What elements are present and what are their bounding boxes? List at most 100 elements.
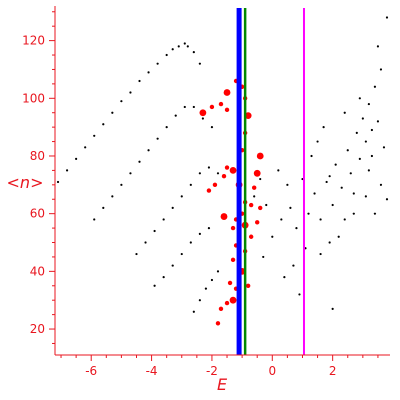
- red-point: [224, 107, 230, 113]
- black-point: [56, 180, 60, 184]
- black-point: [373, 85, 377, 88]
- black-point: [355, 131, 358, 135]
- black-point: [198, 232, 201, 235]
- black-point: [93, 218, 96, 221]
- black-point: [358, 97, 361, 100]
- black-point: [352, 192, 355, 195]
- red-point: [224, 165, 230, 170]
- black-point: [210, 126, 214, 129]
- black-point: [310, 154, 313, 158]
- black-point: [346, 149, 349, 152]
- black-point: [289, 206, 292, 210]
- black-point: [210, 278, 214, 282]
- points-layer: [56, 16, 389, 326]
- x-tick-label: -6: [85, 364, 97, 378]
- black-point: [102, 123, 105, 126]
- black-point: [328, 175, 331, 178]
- black-point: [198, 299, 201, 302]
- black-point: [162, 276, 165, 279]
- black-point: [253, 195, 256, 198]
- red-point: [218, 101, 224, 107]
- red-point: [230, 257, 236, 263]
- black-point: [186, 45, 189, 48]
- black-point: [367, 169, 370, 172]
- black-point: [183, 105, 186, 109]
- black-point: [111, 111, 114, 114]
- x-tick-label: 0: [268, 364, 276, 378]
- black-point: [292, 264, 295, 267]
- black-point: [283, 276, 286, 279]
- black-point: [343, 218, 346, 221]
- black-point: [349, 172, 352, 175]
- black-point: [385, 198, 389, 201]
- black-point: [165, 53, 168, 57]
- black-point: [120, 183, 123, 186]
- black-point: [147, 71, 150, 74]
- black-point: [331, 203, 334, 207]
- black-point: [364, 195, 367, 198]
- black-point: [171, 206, 174, 210]
- black-point: [364, 140, 367, 143]
- y-tick-label: 20: [30, 322, 45, 336]
- black-point: [328, 241, 331, 244]
- black-point: [207, 166, 211, 169]
- red-point: [248, 202, 254, 208]
- red-point: [256, 152, 264, 160]
- black-point: [189, 183, 192, 186]
- red-point: [230, 225, 236, 231]
- black-point: [319, 218, 322, 221]
- red-point: [255, 220, 260, 225]
- black-point: [65, 169, 69, 172]
- black-point: [180, 252, 183, 256]
- y-tick-label: 80: [30, 149, 45, 163]
- red-point: [220, 213, 228, 220]
- black-point: [171, 264, 174, 267]
- black-point: [337, 235, 340, 238]
- black-point: [343, 111, 346, 114]
- black-point: [111, 195, 114, 198]
- x-axis-title: E: [217, 375, 228, 394]
- y-tick-label: 100: [22, 91, 45, 105]
- red-point: [227, 280, 233, 286]
- black-point: [331, 307, 334, 310]
- black-point: [147, 149, 150, 152]
- black-point: [192, 310, 195, 313]
- red-point: [206, 188, 212, 193]
- black-point: [367, 102, 370, 106]
- black-point: [192, 51, 195, 54]
- black-point: [340, 186, 343, 189]
- vertical-lines-layer: [236, 8, 305, 355]
- black-point: [286, 183, 289, 186]
- red-point: [229, 167, 237, 174]
- black-point: [325, 180, 328, 184]
- black-point: [198, 62, 201, 65]
- y-axis-title: <n>: [7, 173, 44, 192]
- black-point: [319, 252, 322, 256]
- black-point: [316, 140, 319, 143]
- red-point: [218, 306, 224, 312]
- black-point: [382, 146, 386, 149]
- black-point: [216, 172, 220, 175]
- black-point: [183, 42, 186, 45]
- black-point: [93, 134, 96, 137]
- black-point: [265, 203, 268, 207]
- black-point: [334, 163, 337, 166]
- black-point: [144, 241, 147, 244]
- red-point: [199, 109, 207, 117]
- black-point: [156, 62, 159, 65]
- black-point: [322, 126, 325, 129]
- black-point: [379, 68, 383, 71]
- red-point: [221, 173, 227, 179]
- red-point: [209, 104, 215, 110]
- red-point: [223, 89, 231, 96]
- black-point: [204, 287, 208, 290]
- black-point: [207, 226, 211, 230]
- black-point: [262, 255, 265, 259]
- black-point: [379, 183, 383, 186]
- black-point: [313, 192, 316, 195]
- y-tick-label: 60: [30, 207, 45, 221]
- x-tick-label: 2: [329, 364, 337, 378]
- black-point: [198, 172, 201, 175]
- red-point: [244, 112, 252, 120]
